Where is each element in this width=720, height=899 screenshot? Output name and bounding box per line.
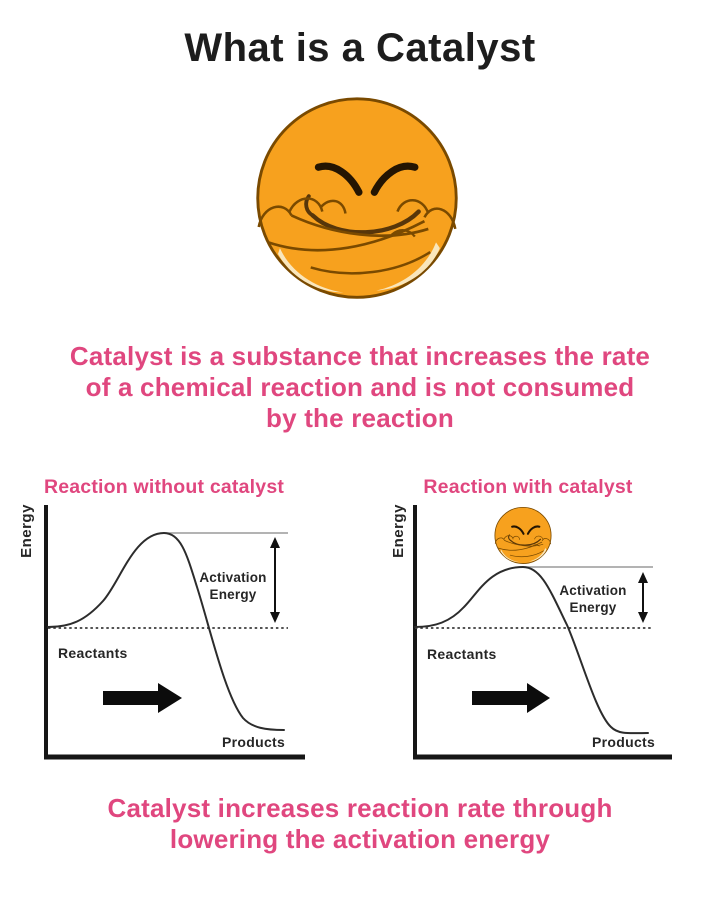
right-reactants-label: Reactants — [427, 646, 497, 662]
left-products-label: Products — [222, 734, 285, 750]
right-activation-energy-arrow — [638, 572, 648, 623]
right-energy-axis-label: Energy — [390, 504, 407, 558]
conclusion-line-1: Catalyst increases reaction rate through — [107, 793, 613, 823]
left-activation-label-line1: Activation — [199, 570, 266, 585]
energy-diagram-without-catalyst: Energy Activation Energy Reactants Produ… — [18, 504, 305, 760]
left-energy-curve — [47, 531, 285, 731]
catalyst-mascot-on-peak — [493, 506, 553, 565]
left-activation-energy-arrow — [270, 537, 280, 623]
conclusion-line-2: lowering the activation energy — [169, 824, 551, 854]
intro-line-1: Catalyst is a substance that increases t… — [69, 341, 651, 371]
left-reaction-direction-arrow — [103, 683, 182, 713]
energy-diagram-with-catalyst: Energy Activation Energy Reactants Produ… — [390, 504, 672, 760]
right-products-label: Products — [592, 734, 655, 750]
right-diagram-heading: Reaction with catalyst — [423, 476, 633, 498]
left-diagram-heading: Reaction without catalyst — [43, 476, 285, 498]
intro-text: Catalyst is a substance that increases t… — [0, 341, 720, 434]
intro-line-2: of a chemical reaction and is not consum… — [85, 372, 635, 402]
right-activation-label-line2: Energy — [570, 600, 617, 615]
conclusion-text: Catalyst increases reaction rate through… — [0, 793, 720, 855]
catalyst-mascot-emoji — [251, 92, 463, 308]
left-activation-label-line2: Energy — [210, 587, 257, 602]
page-title: What is a Catalyst — [184, 26, 536, 70]
right-activation-label-line1: Activation — [559, 583, 626, 598]
right-reaction-direction-arrow — [472, 683, 550, 713]
intro-line-3: by the reaction — [266, 403, 454, 433]
left-energy-axis-label: Energy — [18, 504, 35, 558]
right-energy-curve — [414, 565, 649, 735]
left-reactants-label: Reactants — [58, 645, 128, 661]
